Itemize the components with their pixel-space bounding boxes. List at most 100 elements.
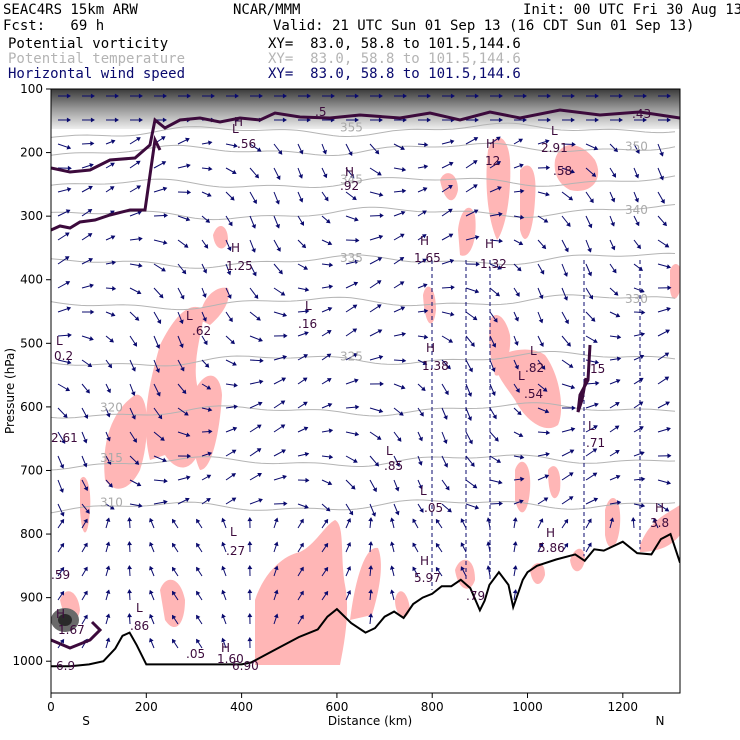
pv-extremum-label: L: [232, 122, 239, 136]
wind-vector-head: [110, 312, 116, 317]
wind-vector-head: [610, 245, 616, 251]
wind-vector-head: [346, 518, 351, 523]
wind-vector-head: [640, 503, 646, 508]
wind-vector-head: [277, 150, 283, 155]
theta-contour: [51, 252, 676, 269]
wind-vector-head: [353, 458, 358, 463]
pv-extremum-label: .92: [340, 179, 359, 193]
wind-vector-head: [354, 378, 359, 384]
wind-vector-head: [256, 147, 262, 152]
wind-vector-head: [545, 139, 550, 144]
wind-vector-head: [196, 518, 201, 524]
wind-vector-head: [473, 209, 479, 214]
wind-vector-head: [256, 448, 262, 453]
wind-vector-head: [435, 566, 441, 572]
theta-contour: [51, 499, 676, 514]
wind-vector-head: [610, 197, 616, 203]
wind-vector-head: [515, 292, 520, 297]
wind-vector-head: [132, 341, 138, 347]
wind-vector-head: [138, 93, 144, 99]
wind-vector-head: [545, 191, 550, 197]
wind-vector-head: [257, 401, 263, 407]
wind-vector-head: [520, 476, 525, 482]
wind-vector-head: [422, 210, 427, 215]
wind-vector-head: [640, 451, 645, 456]
wind-vector-head: [127, 517, 133, 522]
tropopause-contour: [51, 108, 680, 174]
wind-vector-head: [89, 163, 94, 168]
wind-vector-head: [659, 151, 664, 157]
wind-vector-head: [105, 412, 111, 418]
wind-vector-head: [232, 361, 237, 366]
wind-vector-head: [324, 196, 329, 202]
wind-vector-head: [568, 496, 574, 501]
wind-vector-head: [640, 288, 645, 293]
wind-vector-head: [127, 541, 133, 546]
plot-area: [51, 89, 680, 668]
wind-vector-head: [445, 485, 450, 491]
pv-region: [640, 505, 680, 552]
wind-vector-head: [368, 541, 374, 546]
wind-vector-head: [514, 316, 519, 322]
wind-vector-head: [371, 512, 377, 517]
theta-contours: [51, 122, 676, 514]
theta-contour-label: 325: [340, 349, 363, 363]
theta-contour: [51, 351, 676, 367]
y-tick-label: 500: [20, 336, 43, 350]
wind-vector-head: [110, 139, 116, 145]
wind-vector-head: [368, 517, 374, 522]
wind-vector-head: [228, 221, 233, 227]
wind-vector-head: [491, 391, 496, 397]
pv-region: [548, 466, 561, 499]
wind-vector-head: [422, 360, 428, 365]
wind-vector-head: [59, 566, 65, 572]
wind-vector-head: [568, 196, 574, 201]
wind-vector-head: [595, 380, 600, 386]
wind-vector-head: [512, 517, 518, 522]
wind-vector-head: [327, 480, 333, 486]
wind-vector-head: [59, 518, 65, 524]
pv-extremum-label: .62: [192, 324, 211, 338]
wind-vector-head: [252, 199, 257, 205]
wind-vector-head: [66, 306, 72, 312]
y-tick-label: 200: [20, 146, 43, 160]
wind-vector-head: [419, 411, 424, 417]
wind-vector-head: [400, 306, 406, 311]
wind-vector-head: [105, 541, 111, 547]
wind-vector-head: [498, 211, 503, 217]
wind-vector-head: [87, 233, 93, 238]
wind-vector-head: [514, 341, 519, 346]
pv-extremum-label: H: [485, 237, 494, 251]
wind-vector-head: [467, 392, 473, 397]
wind-vector-head: [66, 144, 72, 150]
wind-vector-head: [107, 363, 113, 369]
y-tick-label: 300: [20, 209, 43, 223]
wind-vector-head: [186, 189, 192, 195]
wind-vector-head: [460, 566, 466, 571]
wind-vector-head: [426, 93, 432, 99]
wind-vector-head: [417, 461, 423, 466]
wind-vector-head: [378, 93, 384, 99]
wind-vector-head: [611, 173, 617, 178]
wind-vector-head: [613, 291, 619, 296]
wind-vector-head: [460, 542, 466, 547]
theta-contour: [51, 122, 676, 138]
pv-extremum-label: H: [546, 526, 555, 540]
wind-vector-head: [497, 265, 503, 270]
wind-vector-head: [281, 377, 287, 382]
wind-vector-head: [87, 362, 93, 368]
wind-vector-head: [498, 117, 504, 123]
wind-vector-head: [299, 221, 304, 226]
wind-vector-head: [474, 117, 480, 123]
wind-vector-head: [450, 311, 455, 317]
wind-vector-head: [231, 497, 237, 502]
wind-vector-head: [134, 316, 140, 321]
wind-vector-head: [517, 410, 522, 416]
wind-vector-head: [448, 338, 454, 343]
wind-vector-head: [208, 140, 213, 146]
pv-region: [440, 173, 458, 201]
wind-vector-head: [543, 497, 549, 502]
wind-vector-head: [448, 233, 454, 238]
wind-vector-head: [418, 484, 423, 490]
pv-extremum-label: .86: [130, 619, 149, 633]
